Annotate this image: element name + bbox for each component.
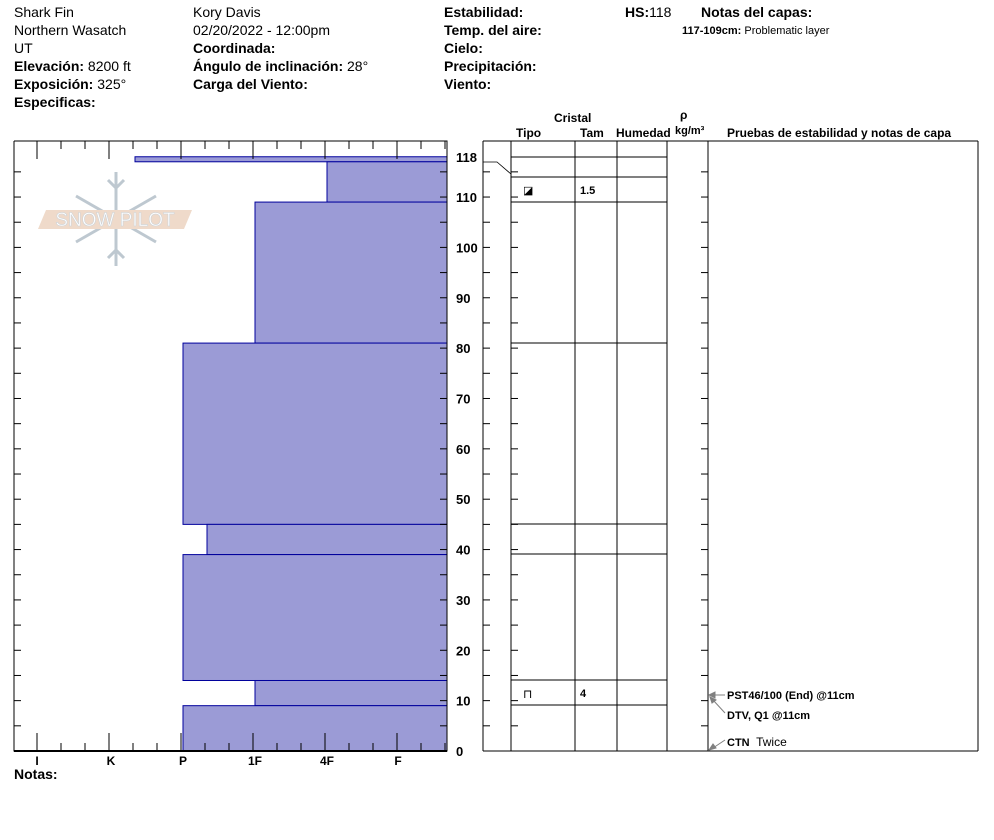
- crystal-header: Cristal: [554, 111, 592, 125]
- notes-label: Notas:: [14, 766, 58, 782]
- slope-value: 28°: [347, 58, 369, 74]
- snowpilot-logo: SNOW PILOT: [38, 172, 192, 266]
- aspect: Exposición: 325°: [14, 75, 126, 93]
- location: Shark Fin: [14, 4, 74, 20]
- grain-type-icon-1: ◪: [523, 185, 534, 197]
- depth-label-60: 60: [456, 442, 470, 457]
- coord-label: Coordinada:: [193, 40, 276, 56]
- depth-label-0: 0: [456, 744, 463, 759]
- elevation: Elevación: 8200 ft: [14, 57, 131, 75]
- hardness-label-K: K: [107, 754, 116, 768]
- airtemp-label: Temp. del aire:: [444, 22, 542, 38]
- depth-label-30: 30: [456, 593, 470, 608]
- depth-label-110: 110: [456, 190, 477, 205]
- depth-label-50: 50: [456, 492, 470, 507]
- depth-label-118: 118: [456, 150, 477, 165]
- sky-label: Cielo:: [444, 40, 483, 56]
- tests-header: Pruebas de estabilidad y notas de capa: [727, 126, 952, 140]
- hardness-layer-1: [326, 161, 448, 203]
- depth-label-40: 40: [456, 543, 470, 558]
- depth-label-70: 70: [456, 391, 470, 406]
- hardness-label-1F: 1F: [248, 754, 262, 768]
- observer: Kory Davis: [193, 4, 261, 20]
- type-header: Tipo: [516, 126, 542, 140]
- slope-label: Ángulo de inclinación:: [193, 58, 344, 74]
- rho-header: ρ: [680, 108, 688, 122]
- datetime: 02/20/2022 - 12:00pm: [193, 22, 330, 38]
- layer-note: 117-109cm: Problematic layer: [682, 22, 829, 40]
- layer-note-range: 117-109cm:: [682, 25, 742, 37]
- hs-label: HS:: [625, 4, 650, 20]
- test-ctn-code: CTN: [727, 737, 750, 749]
- precip-label: Precipitación:: [444, 58, 537, 74]
- aspect-value: 325°: [97, 76, 127, 92]
- slope: Ángulo de inclinación: 28°: [193, 57, 368, 75]
- size-header: Tam: [580, 126, 604, 140]
- stability-label: Estabilidad:: [444, 4, 524, 20]
- hardness-layer-5: [182, 554, 448, 681]
- aspect-label: Exposición:: [14, 76, 94, 92]
- elevation-label: Elevación:: [14, 58, 85, 74]
- hardness-layer-0: [134, 156, 448, 163]
- hardness-label-P: P: [179, 754, 187, 768]
- logo-banner: [38, 210, 192, 229]
- depth-label-80: 80: [456, 341, 470, 356]
- hardness-label-I: I: [35, 754, 38, 768]
- hs-value: 118: [649, 4, 672, 20]
- grain-size-1: 1.5: [580, 185, 596, 197]
- layer-table: [482, 140, 979, 752]
- specifics-label: Especificas:: [14, 94, 96, 110]
- logo-text: SNOW PILOT: [55, 210, 175, 231]
- hardness-label-F: F: [394, 754, 401, 768]
- hardness-layer-2: [254, 201, 448, 344]
- moisture-header: Humedad: [616, 126, 671, 140]
- table-row-lines: [511, 156, 667, 706]
- wind-label: Viento:: [444, 76, 492, 92]
- test-dtv: DTV, Q1 @11cm: [727, 710, 811, 722]
- hardness-layer-7: [182, 705, 448, 752]
- test-pst: PST46/100 (End) @11cm: [727, 690, 855, 702]
- hs: HS:118: [625, 3, 671, 21]
- depth-label-10: 10: [456, 694, 470, 709]
- depth-label-100: 100: [456, 240, 478, 255]
- hardness-layer-6: [254, 679, 448, 707]
- state: UT: [14, 40, 33, 56]
- range: Northern Wasatch: [14, 22, 127, 38]
- density-unit-header: kg/m³: [675, 125, 705, 137]
- test-ctn: CTN Twice: [727, 733, 787, 752]
- layer-notes-label: Notas del capas:: [701, 4, 813, 20]
- layer-note-text: Problematic layer: [744, 25, 830, 37]
- depth-label-20: 20: [456, 643, 470, 658]
- hardness-layer-3: [182, 342, 448, 525]
- windload-label: Carga del Viento:: [193, 76, 308, 92]
- depth-label-90: 90: [456, 291, 470, 306]
- hardness-layer-4: [206, 523, 448, 556]
- grain-type-icon-2: ⊓: [523, 687, 533, 701]
- hardness-label-4F: 4F: [320, 754, 334, 768]
- grain-size-2: 4: [580, 688, 587, 700]
- elevation-value: 8200 ft: [87, 58, 131, 74]
- test-ctn-note: Twice: [756, 735, 787, 749]
